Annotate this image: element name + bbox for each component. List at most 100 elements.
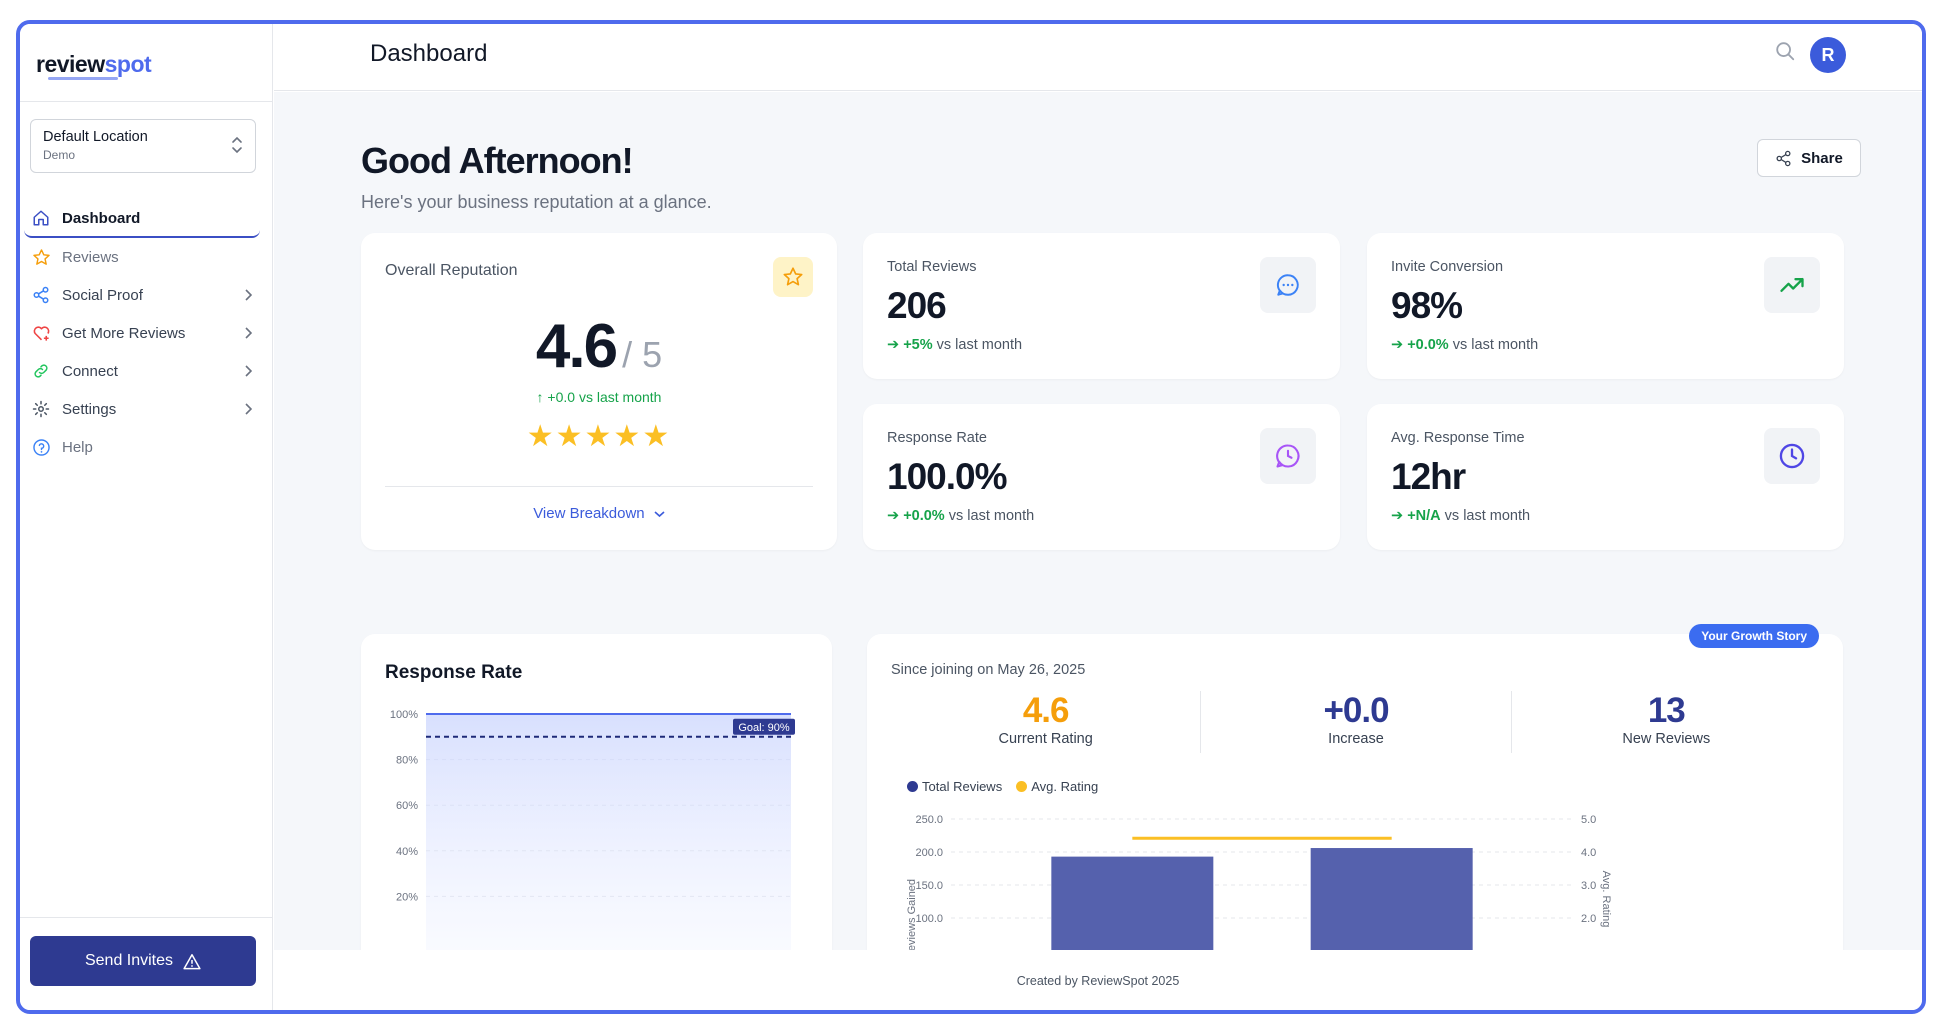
y-axis-label: Reviews Gained [906, 879, 918, 950]
sidebar-item-label: Help [62, 438, 93, 456]
y-tick-label: 80% [396, 755, 418, 767]
chevron-right-icon [245, 365, 252, 377]
reputation-card: Overall Reputation 4.6/ 5 ↑ +0.0 vs last… [361, 233, 837, 550]
sidebar-item-social-proof[interactable]: Social Proof [24, 276, 260, 314]
area-fill [426, 714, 791, 950]
location-sub: Demo [43, 148, 76, 162]
icon-box [1260, 257, 1316, 313]
icon-box [1764, 257, 1820, 313]
sidebar-item-label: Dashboard [62, 209, 141, 227]
sidebar-item-reviews[interactable]: Reviews [24, 238, 260, 276]
metric-value: +0.0 [1323, 691, 1389, 730]
stat-card-avg-response-time: Avg. Response Time 12hr ➔ +N/A vs last m… [1367, 404, 1844, 550]
metric-value: 4.6 [1022, 691, 1070, 730]
top-bar: Dashboard R [274, 24, 1922, 91]
chevron-right-icon [245, 403, 252, 415]
send-invites-button[interactable]: Send Invites [30, 936, 256, 986]
location-selector[interactable]: Default Location Demo [30, 119, 256, 173]
stat-value: 206 [887, 285, 947, 326]
sidebar-item-label: Get More Reviews [62, 324, 186, 342]
page-title: Dashboard [370, 40, 488, 67]
logo-underline [48, 77, 118, 80]
sidebar: reviewspot Default Location Demo Dashboa… [20, 24, 273, 1010]
icon-box [1764, 428, 1820, 484]
y-tick-label: 40% [396, 846, 418, 858]
sidebar-item-connect[interactable]: Connect [24, 352, 260, 390]
metric-increase: +0.0 Increase [1201, 691, 1512, 753]
y-tick-label: 20% [396, 891, 418, 903]
home-icon [30, 207, 52, 229]
divider [20, 917, 273, 918]
stat-change: ➔ +N/A vs last month [1391, 508, 1531, 524]
y-tick-label: 250.0 [915, 814, 943, 826]
legend-swatch [1016, 781, 1028, 792]
growth-story-badge: Your Growth Story [1689, 624, 1819, 648]
share-label: Share [1801, 149, 1843, 167]
rating-stars: ★★★★★ [526, 420, 672, 453]
sidebar-item-get-more-reviews[interactable]: Get More Reviews [24, 314, 260, 352]
sidebar-item-help[interactable]: Help [24, 428, 260, 466]
logo-text-b: spot [104, 51, 152, 77]
search-icon[interactable] [1774, 40, 1796, 62]
app-frame: reviewspot Default Location Demo Dashboa… [16, 20, 1926, 1014]
view-breakdown-link[interactable]: View Breakdown [361, 505, 837, 522]
sidebar-item-dashboard[interactable]: Dashboard [24, 200, 260, 238]
rating-display: 4.6/ 5 [361, 311, 837, 382]
stat-card-invite-conversion: Invite Conversion 98% ➔ +0.0% vs last mo… [1367, 233, 1844, 379]
stat-suffix: vs last month [936, 337, 1023, 353]
gear-icon [30, 398, 52, 420]
goal-label: Goal: 90% [738, 722, 790, 734]
legend-item-total-reviews[interactable]: Total Reviews [907, 779, 1002, 794]
avatar[interactable]: R [1810, 37, 1846, 73]
sidebar-item-label: Connect [62, 362, 118, 380]
growth-chart: 250.0 200.0 150.0 100.0 5.0 4.0 3.0 2.0 Reviews … [906, 814, 1612, 950]
chevron-down-icon [654, 511, 665, 518]
sidebar-item-label: Settings [62, 400, 117, 418]
legend-label: Avg. Rating [1031, 779, 1099, 794]
sidebar-item-settings[interactable]: Settings [24, 390, 260, 428]
legend-label: Total Reviews [922, 779, 1003, 794]
link-icon [30, 360, 52, 382]
stat-card-response-rate: Response Rate 100.0% ➔ +0.0% vs last mon… [863, 404, 1340, 550]
since-joining: Since joining on May 26, 2025 [891, 662, 1086, 678]
rating-change: ↑ +0.0 vs last month [536, 389, 662, 405]
chevron-right-icon [245, 327, 252, 339]
y2-axis-label: Avg. Rating [1600, 871, 1612, 928]
location-name: Default Location [43, 129, 148, 145]
y2-tick-label: 2.0 [1581, 913, 1596, 925]
y-tick-label: 60% [396, 800, 418, 812]
y-tick-label: 100% [390, 709, 418, 721]
help-icon [30, 436, 52, 458]
rating-denominator: / 5 [622, 334, 663, 375]
stat-suffix: vs last month [948, 508, 1035, 524]
metric-value: 13 [1647, 691, 1686, 730]
stat-card-total-reviews: Total Reviews 206 ➔ +5% vs last month [863, 233, 1340, 379]
metric-current-rating: 4.6 Current Rating [891, 691, 1202, 753]
stat-value: 98% [1391, 285, 1463, 326]
y-tick-label: 200.0 [915, 847, 943, 859]
trending-up-icon [1780, 278, 1804, 292]
rating-value: 4.6 [535, 312, 618, 381]
logo[interactable]: reviewspot [36, 51, 152, 78]
y-tick-label: 100.0 [915, 913, 943, 925]
stat-value: 100.0% [887, 456, 1007, 497]
message-clock-icon [1276, 444, 1300, 468]
stat-change: ➔ +0.0% vs last month [1391, 337, 1539, 353]
share-button[interactable]: Share [1757, 139, 1861, 177]
greeting-subtitle: Here's your business reputation at a gla… [361, 192, 712, 212]
legend-swatch [907, 781, 918, 792]
sidebar-item-label: Reviews [62, 248, 119, 266]
send-invites-label: Send Invites [84, 952, 174, 969]
response-rate-chart: 100% 80% 60% 40% 20% Goal: 90% [390, 709, 795, 950]
stat-change: ➔ +0.0% vs last month [887, 508, 1035, 524]
stat-delta: +5% [903, 337, 933, 353]
stat-value: 12hr [1391, 456, 1466, 497]
y-tick-label: 150.0 [915, 880, 943, 892]
heart-plus-icon [30, 322, 52, 344]
sidebar-nav: Dashboard Reviews Social Proof Get More … [24, 200, 260, 466]
response-rate-title: Response Rate [385, 662, 523, 683]
stat-suffix: vs last month [1444, 508, 1531, 524]
footer: Created by ReviewSpot 2025 [274, 950, 1922, 1010]
stat-suffix: vs last month [1452, 337, 1539, 353]
legend-item-avg-rating[interactable]: Avg. Rating [1016, 779, 1098, 794]
